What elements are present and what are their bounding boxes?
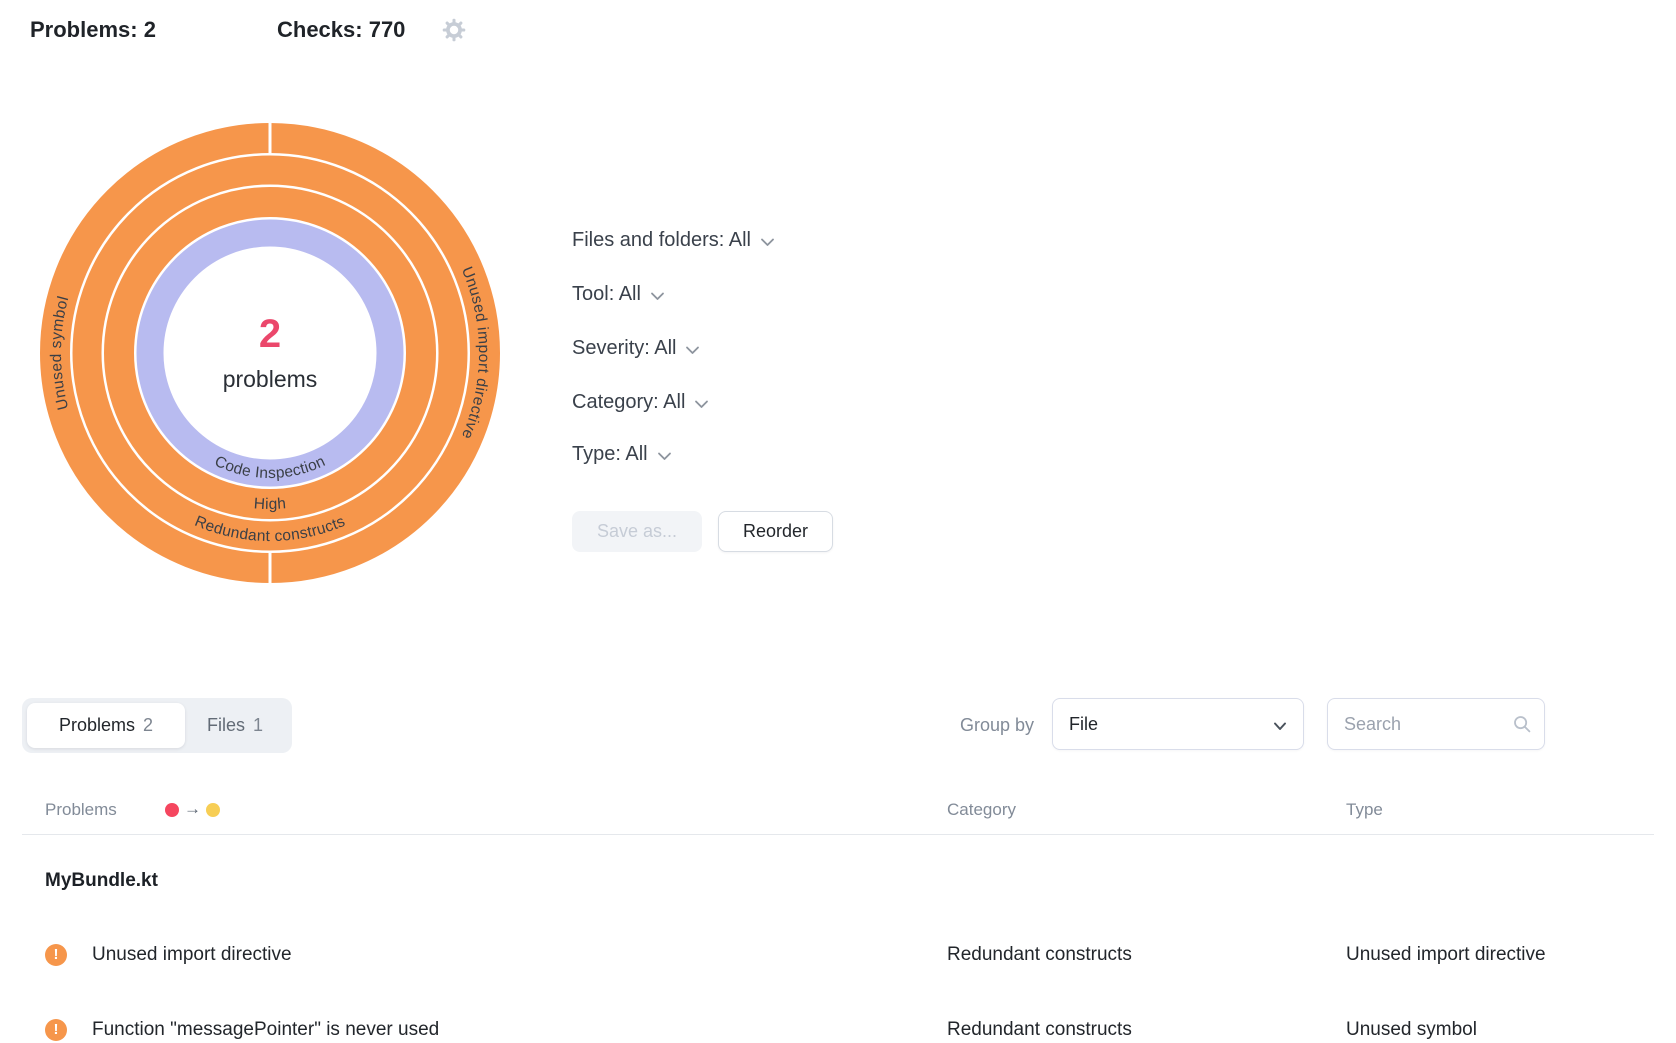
reorder-button[interactable]: Reorder: [718, 511, 833, 552]
file-group-row[interactable]: MyBundle.kt: [22, 855, 1654, 907]
file-group-title: MyBundle.kt: [45, 870, 158, 891]
search-box: [1327, 698, 1545, 750]
filter-category-label: Category: All: [572, 390, 686, 413]
group-by-label: Group by: [959, 715, 1034, 735]
chart-center-label: problems: [223, 366, 318, 392]
filter-severity-label: Severity: All: [572, 336, 677, 359]
ring-category[interactable]: [72, 155, 468, 551]
chevron-down-icon: [760, 227, 775, 255]
filter-type[interactable]: Type: All: [572, 438, 672, 469]
filter-type-label: Type: All: [572, 442, 648, 465]
view-tabs: Problems 2 Files 1: [22, 698, 292, 753]
tab-problems-label: Problems: [58, 715, 135, 735]
ring-label-unused-symbol: Unused symbol: [48, 294, 72, 411]
group-by-select[interactable]: File: [1052, 698, 1304, 750]
severity-yellow-dot-icon: [206, 803, 220, 817]
filter-severity[interactable]: Severity: All: [572, 332, 700, 363]
problem-row[interactable]: ! Unused import directive Redundant cons…: [22, 929, 1654, 981]
search-input[interactable]: [1344, 713, 1512, 735]
problem-category: Redundant constructs: [947, 1019, 1132, 1040]
group-by-selected-value: File: [1069, 713, 1099, 734]
problem-row[interactable]: ! Function "messagePointer" is never use…: [22, 1004, 1654, 1043]
column-header-category: Category: [947, 800, 1016, 819]
filter-tool[interactable]: Tool: All: [572, 278, 665, 309]
chevron-down-icon: [694, 389, 709, 417]
svg-text:Unused symbol: Unused symbol: [48, 294, 72, 411]
chevron-down-icon: [657, 441, 672, 469]
search-icon: [1512, 714, 1532, 734]
problem-category: Redundant constructs: [947, 944, 1132, 965]
gear-icon[interactable]: [441, 17, 467, 48]
arrow-right-icon: →: [184, 799, 201, 818]
column-header-problems: Problems: [45, 800, 117, 819]
warning-icon: !: [45, 944, 67, 966]
filter-category[interactable]: Category: All: [572, 386, 709, 417]
filter-files-and-folders[interactable]: Files and folders: All: [572, 224, 775, 255]
ring-tool[interactable]: [136, 219, 404, 487]
svg-text:High: High: [253, 495, 287, 513]
tab-files-label: Files: [206, 715, 245, 735]
ring-label-high: High: [253, 495, 286, 513]
column-header-type: Type: [1346, 800, 1383, 819]
chevron-down-icon: [1273, 715, 1287, 736]
severity-red-dot-icon: [165, 803, 179, 817]
tab-files[interactable]: Files 1: [185, 703, 285, 748]
checks-count-stat: Checks: 770: [277, 17, 406, 42]
problems-sunburst-chart: Unused symbol Unused import directive Co…: [40, 122, 500, 584]
tab-files-count: 1: [253, 715, 264, 735]
problem-title: Function "messagePointer" is never used: [92, 1019, 440, 1040]
filter-files-and-folders-label: Files and folders: All: [572, 228, 751, 251]
filter-tool-label: Tool: All: [572, 282, 641, 305]
problems-count-stat: Problems: 2: [30, 17, 156, 42]
tab-problems-count: 2: [143, 715, 154, 735]
chevron-down-icon: [650, 281, 665, 309]
problem-title: Unused import directive: [92, 944, 292, 965]
problem-type: Unused import directive: [1346, 944, 1546, 965]
save-as-button[interactable]: Save as...: [572, 511, 702, 552]
chart-center-value: 2: [259, 312, 281, 356]
chevron-down-icon: [685, 335, 700, 363]
warning-icon: !: [45, 1019, 67, 1041]
table-header-divider: [22, 834, 1654, 835]
ring-severity[interactable]: [104, 187, 436, 519]
problem-type: Unused symbol: [1346, 1019, 1477, 1040]
tab-problems[interactable]: Problems 2: [27, 703, 185, 748]
